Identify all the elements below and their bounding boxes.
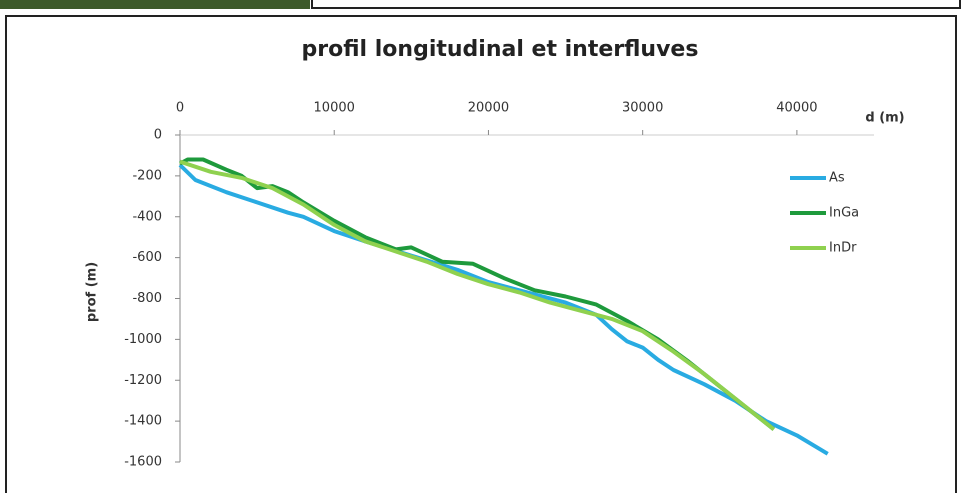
y-tick-label: -1200 — [124, 373, 162, 388]
series-line — [178, 163, 829, 456]
chart-frame — [5, 15, 957, 493]
y-tick-label: -800 — [132, 291, 162, 306]
series-line — [179, 159, 776, 431]
legend-label: As — [829, 171, 845, 186]
image-strip — [0, 0, 310, 9]
y-tick-label: -1600 — [124, 455, 162, 470]
y-tick-label: -200 — [132, 168, 162, 183]
x-tick-label: 40000 — [776, 101, 817, 116]
chart-title: profil longitudinal et interfluves — [302, 37, 699, 62]
y-axis-label: prof (m) — [85, 262, 100, 322]
x-axis-label: d (m) — [865, 111, 904, 126]
legend-label: InGa — [829, 206, 859, 221]
x-tick-label: 30000 — [622, 101, 663, 116]
x-tick-label: 20000 — [468, 101, 509, 116]
y-tick-label: -1400 — [124, 414, 162, 429]
top-box — [311, 0, 961, 9]
x-tick-label: 0 — [176, 101, 184, 116]
y-tick-label: -1000 — [124, 332, 162, 347]
x-tick-label: 10000 — [314, 101, 355, 116]
y-tick-label: 0 — [154, 128, 162, 143]
legend-label: InDr — [829, 241, 857, 256]
y-tick-label: -600 — [132, 250, 162, 265]
y-tick-label: -400 — [132, 209, 162, 224]
